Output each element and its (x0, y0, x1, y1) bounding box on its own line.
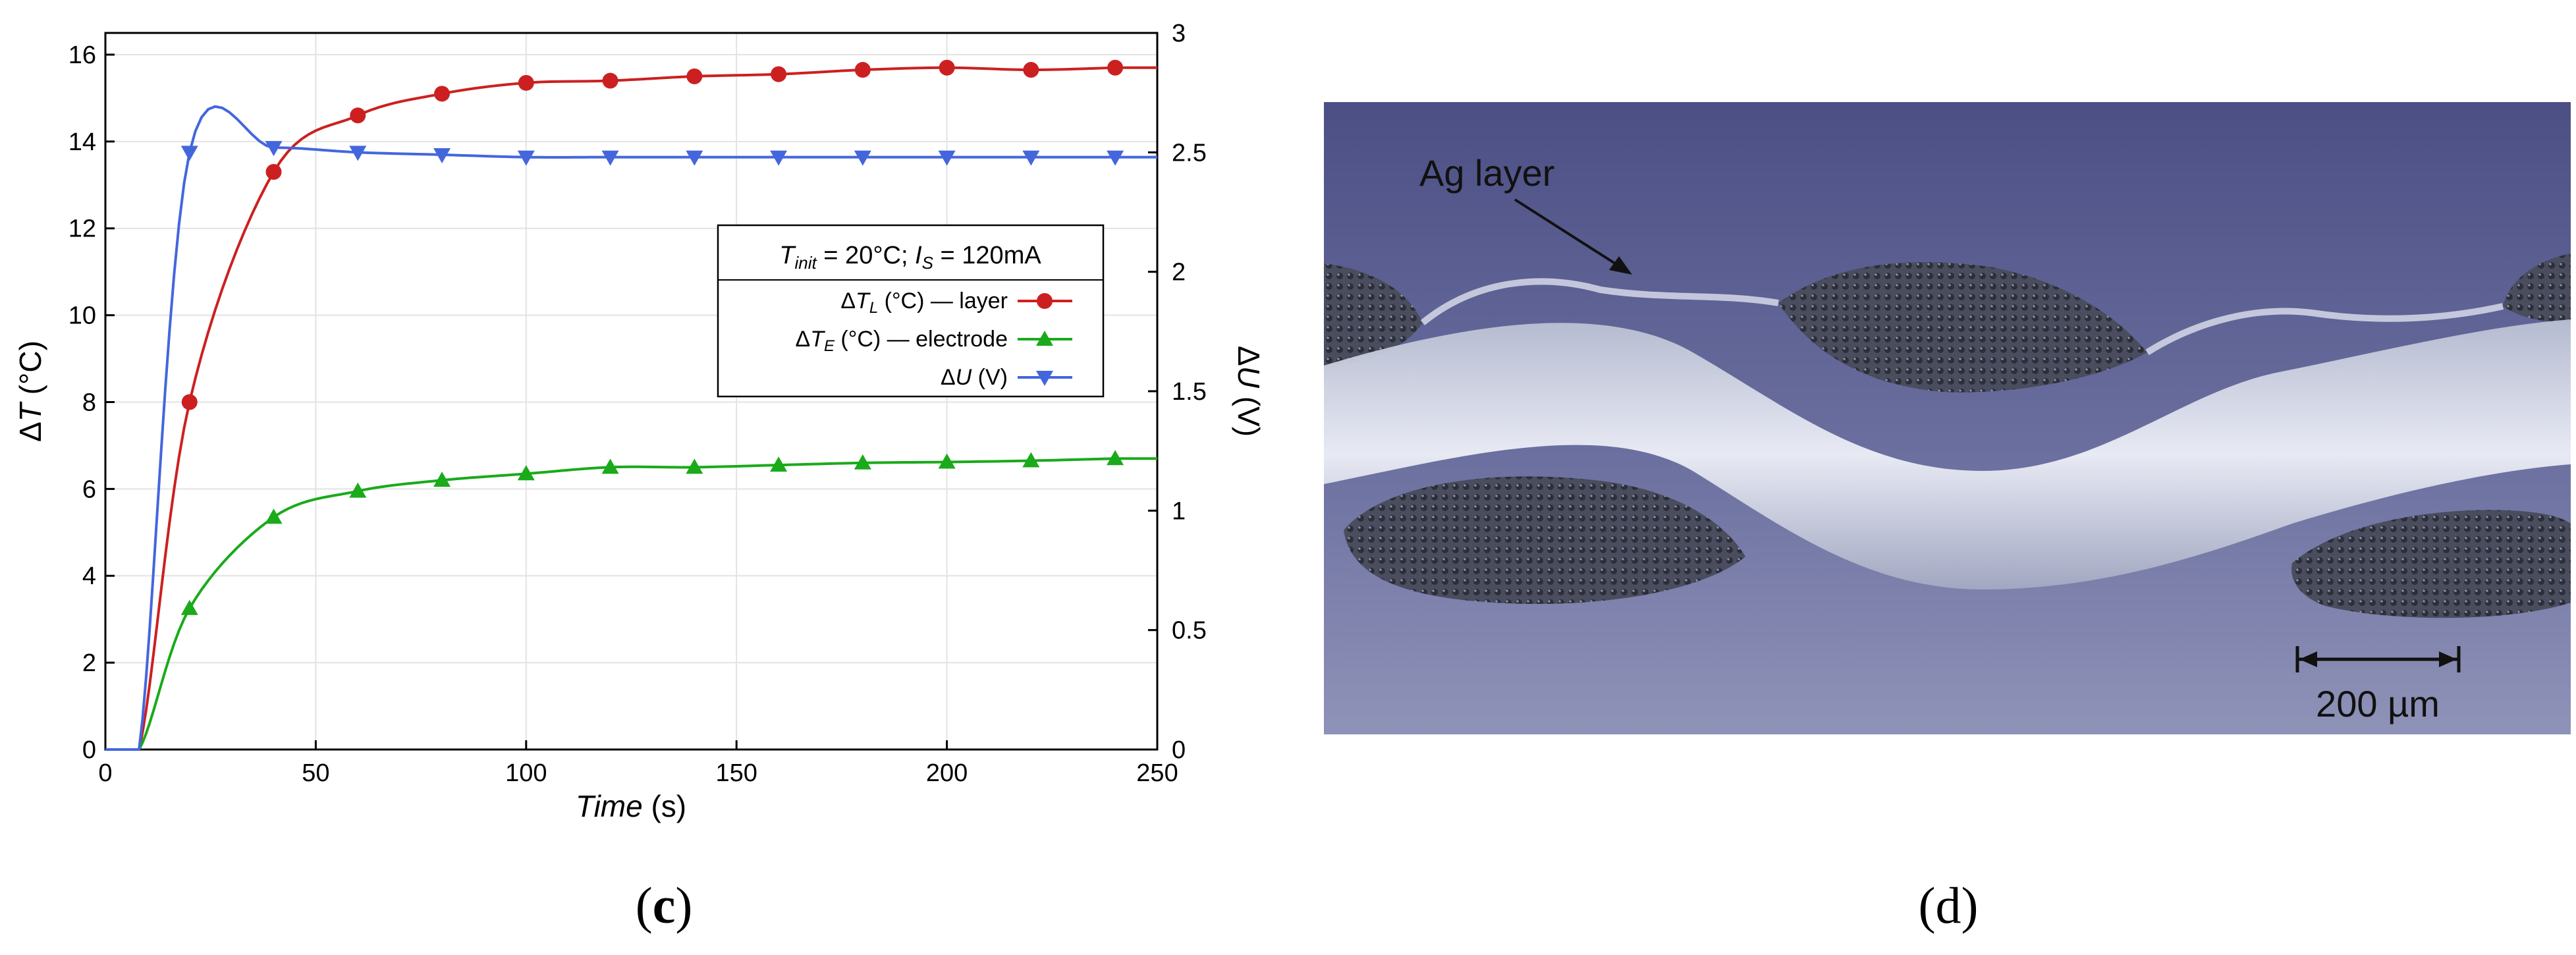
data-point-1 (517, 465, 535, 481)
scale-bar-arrow-left (2299, 651, 2317, 667)
legend-marker-electrode (1036, 331, 1053, 346)
y-tick-label: 14 (69, 128, 96, 156)
data-point-2 (265, 141, 283, 157)
scale-bar-label: 200 µm (2316, 683, 2440, 724)
data-point-2 (349, 146, 367, 161)
y-tick-label: 8 (82, 389, 96, 416)
y2-tick-label: 0 (1172, 736, 1186, 764)
data-point-0 (350, 107, 366, 124)
silver-layer-edge (1420, 278, 2504, 356)
y2-axis-label: ΔU (V) (1232, 346, 1266, 437)
y2-tick-label: 0.5 (1172, 617, 1207, 645)
data-point-0 (434, 86, 451, 102)
legend-label-electrode: ΔTE (°C) — electrode (795, 327, 1008, 355)
data-point-2 (686, 150, 703, 166)
data-point-2 (180, 146, 198, 161)
data-point-0 (1107, 59, 1124, 76)
caption-c: (c) (598, 876, 730, 935)
data-point-2 (601, 150, 619, 166)
y2-tick-label: 2 (1172, 259, 1186, 286)
data-point-0 (518, 74, 534, 91)
legend-box (717, 224, 1105, 398)
data-point-0 (686, 68, 703, 84)
data-point-1 (180, 599, 198, 615)
data-point-2 (854, 150, 871, 166)
ag-layer-pointer-arrowhead (1609, 256, 1632, 275)
data-point-2 (1107, 150, 1124, 166)
y2-tick-label: 2.5 (1172, 139, 1207, 167)
bottom-fiber-bundle-left (1344, 476, 1745, 604)
x-tick-label: 250 (1136, 759, 1178, 787)
data-point-1 (938, 453, 956, 469)
x-axis-ticks: 0 50 100 150 200 250 (98, 740, 1178, 787)
x-tick-label: 150 (715, 759, 757, 787)
x-tick-label: 200 (926, 759, 968, 787)
y2-tick-label: 3 (1172, 20, 1186, 47)
data-point-1 (770, 456, 788, 472)
data-point-2 (433, 148, 451, 163)
x-axis-label: Time (s) (576, 789, 686, 823)
data-point-1 (601, 458, 619, 474)
data-point-0 (181, 394, 198, 410)
legend: Tinit = 20°C; IS = 120mA ΔTL (°C) — laye… (717, 224, 1105, 398)
data-point-0 (939, 59, 955, 76)
line-chart: 0 50 100 150 200 250 0 2 4 6 8 10 12 14 16 0 0.5 1 1.5 2 2… (13, 20, 1266, 823)
data-point-2 (938, 150, 956, 166)
y-tick-label: 2 (82, 649, 96, 677)
y-axis-ticks: 0 2 4 6 8 10 12 14 16 (69, 41, 115, 764)
data-point-0 (1023, 62, 1039, 78)
caption-d: (d) (1918, 877, 1979, 934)
x-tick-label: 100 (505, 759, 547, 787)
data-point-0 (602, 72, 618, 89)
y2-tick-label: 1.5 (1172, 378, 1207, 406)
data-point-0 (771, 66, 787, 82)
x-tick-label: 50 (302, 759, 329, 787)
legend-label-voltage: ΔU (V) (941, 365, 1008, 390)
woven-fiber-strand (1324, 319, 2571, 589)
top-fiber-bundle-left (1324, 263, 1423, 366)
data-point-2 (517, 150, 535, 166)
y-tick-label: 16 (69, 41, 96, 69)
y-tick-label: 4 (82, 562, 96, 590)
legend-marker-voltage (1036, 371, 1053, 386)
y2-tick-label: 1 (1172, 497, 1186, 525)
y2-axis-ticks: 0 0.5 1 1.5 2 2.5 3 (1148, 20, 1207, 764)
x-tick-label: 0 (98, 759, 112, 787)
data-point-2 (1022, 150, 1040, 166)
data-point-1 (265, 508, 283, 524)
data-point-1 (1107, 450, 1124, 466)
top-fiber-bundle-right (2503, 254, 2571, 323)
data-point-0 (854, 62, 871, 78)
series-line-2 (105, 105, 1157, 751)
micrograph-image: Ag layer 200 µm (1324, 102, 2571, 734)
legend-marker-layer (1037, 293, 1053, 309)
y-axis-label: ΔT (°C) (13, 341, 47, 442)
data-point-1 (349, 482, 367, 498)
series-line-1 (105, 457, 1157, 751)
chart-series (105, 59, 1157, 751)
y-tick-label: 6 (82, 476, 96, 503)
data-point-2 (770, 150, 788, 166)
legend-title: Tinit = 20°C; IS = 120mA (779, 242, 1041, 273)
ag-layer-pointer-line (1514, 198, 1624, 269)
y-tick-label: 10 (69, 302, 96, 330)
scale-bar-arrow-right (2439, 651, 2457, 667)
bottom-fiber-bundle-right (2291, 510, 2571, 618)
caption-c-letter: c (652, 877, 676, 934)
ag-layer-label: Ag layer (1419, 152, 1554, 194)
y-tick-label: 12 (69, 215, 96, 243)
data-point-1 (686, 458, 703, 474)
series-line-0 (105, 66, 1157, 751)
caption-c-open: ( (635, 877, 653, 934)
data-point-0 (265, 164, 282, 180)
data-point-1 (433, 472, 451, 487)
y-tick-label: 0 (82, 736, 96, 764)
data-point-1 (1022, 452, 1040, 468)
caption-c-close: ) (675, 877, 693, 934)
data-point-1 (854, 454, 871, 470)
top-fiber-bundle-center (1778, 261, 2147, 393)
legend-label-layer: ΔTL (°C) — layer (840, 288, 1008, 317)
